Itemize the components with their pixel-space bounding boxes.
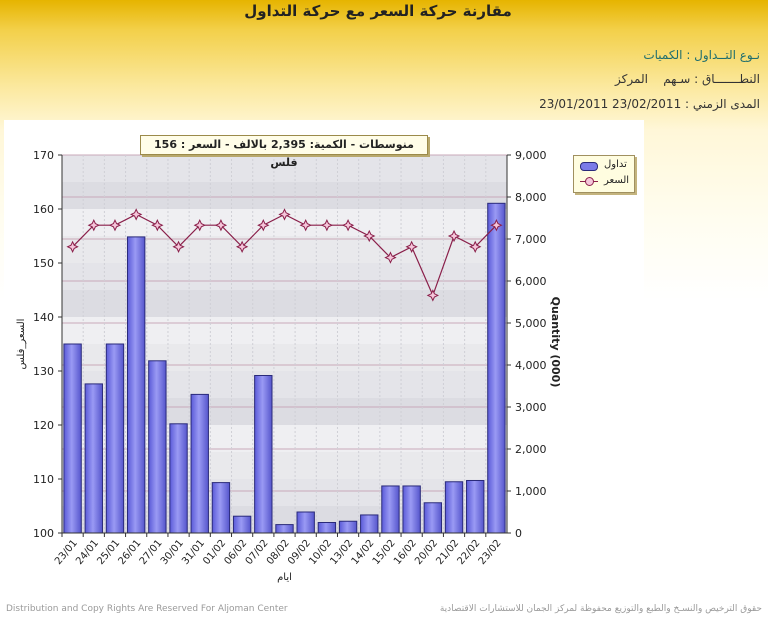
- y-tick-label-left: 140: [33, 311, 54, 324]
- legend-bar-swatch: [580, 162, 598, 171]
- price-point: [447, 229, 461, 243]
- price-point: [384, 251, 397, 264]
- y-tick-label-right: 9,000: [515, 149, 547, 162]
- y-tick-label-left: 170: [33, 149, 54, 162]
- volume-bar: [105, 343, 125, 534]
- volume-bar: [211, 482, 231, 534]
- volume-bar: [423, 502, 443, 534]
- volume-bar: [169, 423, 188, 534]
- volume-bar: [402, 485, 421, 534]
- price-point: [490, 219, 503, 232]
- page-title: مقارنة حركة السعر مع حركة التداول: [244, 2, 512, 20]
- plot-band-half: [62, 155, 507, 182]
- volume-bar: [254, 375, 273, 534]
- period-row: المدى الزمني : 23/01/2011 23/02/2011: [539, 97, 760, 111]
- y-tick-label-right: 4,000: [515, 359, 547, 372]
- price-point: [129, 208, 143, 221]
- trade-type-value: الكميات: [643, 48, 683, 62]
- legend-line-label: السعر: [604, 175, 630, 186]
- price-point: [235, 240, 249, 253]
- volume-bar: [126, 236, 146, 534]
- y-tick-label-left: 160: [33, 203, 54, 216]
- volume-bar: [487, 202, 506, 534]
- y-tick-label-right: 7,000: [515, 233, 547, 246]
- y-tick-label-right: 3,000: [515, 401, 547, 414]
- price-point: [193, 219, 206, 232]
- price-point: [172, 240, 185, 253]
- price-point: [151, 219, 164, 232]
- price-point: [426, 289, 440, 302]
- price-point: [320, 219, 334, 232]
- footer-copyright-ar: حقوق الترخيص والنسـخ والطبع والتوزيع محف…: [439, 604, 762, 614]
- price-point: [363, 229, 376, 243]
- price-point: [299, 219, 312, 232]
- volume-bar: [338, 520, 358, 534]
- range-value: سـهم المركز: [615, 72, 691, 86]
- volume-bar: [275, 524, 294, 534]
- volume-bar: [444, 481, 464, 534]
- volume-bar: [360, 514, 379, 534]
- trade-type-label: نـوع التــداول :: [686, 48, 760, 62]
- volume-bar: [190, 393, 209, 534]
- chart-title-box: منوسطات - الكمية: 2,395 بالالف - السعر :…: [140, 135, 428, 169]
- x-axis-label: ايام: [277, 572, 292, 583]
- chart-legend: تداول السعر: [573, 155, 635, 193]
- y-tick-label-right: 2,000: [515, 443, 547, 456]
- period-label: المدى الزمني :: [685, 97, 760, 111]
- price-point: [66, 240, 79, 253]
- volume-bar: [296, 511, 315, 534]
- price-point: [108, 219, 122, 232]
- price-point: [405, 240, 418, 253]
- volume-bar: [232, 515, 252, 534]
- y-tick-label-left: 130: [33, 365, 54, 378]
- price-point: [341, 219, 355, 232]
- y-tick-label-right: 1,000: [515, 485, 547, 498]
- range-row: النطـــــــاق : سـهم المركز: [615, 72, 760, 86]
- y-tick-label-right: 8,000: [515, 191, 547, 204]
- y-axis-label-right: Quantity (000): [549, 297, 562, 388]
- y-tick-label-right: 0: [515, 527, 522, 540]
- price-point: [469, 240, 482, 253]
- y-tick-label-right: 6,000: [515, 275, 547, 288]
- y-tick-label-left: 150: [33, 257, 54, 270]
- price-point: [278, 208, 291, 221]
- period-value: 23/01/2011 23/02/2011: [539, 97, 682, 111]
- volume-bar: [381, 485, 400, 534]
- price-point: [87, 219, 100, 232]
- volume-bar: [84, 383, 103, 534]
- legend-line-marker: [585, 177, 594, 186]
- y-tick-label-left: 120: [33, 419, 54, 432]
- footer-copyright-en: Distribution and Copy Rights Are Reserve…: [6, 604, 288, 614]
- y-tick-label-left: 100: [33, 527, 54, 540]
- y-tick-label-left: 110: [33, 473, 54, 486]
- y-axis-label-left: السعر_فلس: [16, 319, 27, 370]
- volume-bar: [317, 522, 337, 534]
- chart-title: منوسطات - الكمية: 2,395 بالالف - السعر :…: [154, 138, 414, 169]
- volume-bar: [63, 343, 82, 534]
- legend-bar-label: تداول: [604, 159, 627, 170]
- volume-bar: [148, 360, 167, 534]
- trade-type-row: نـوع التــداول : الكميات: [643, 48, 760, 62]
- y-tick-label-right: 5,000: [515, 317, 547, 330]
- range-label: النطـــــــاق :: [694, 72, 760, 86]
- price-point: [214, 219, 228, 232]
- price-point: [257, 219, 270, 232]
- legend-item-bar: تداول: [580, 159, 632, 173]
- volume-bar: [466, 480, 485, 534]
- legend-item-line: السعر: [580, 175, 632, 189]
- x-tick-label: 23/02: [477, 538, 504, 567]
